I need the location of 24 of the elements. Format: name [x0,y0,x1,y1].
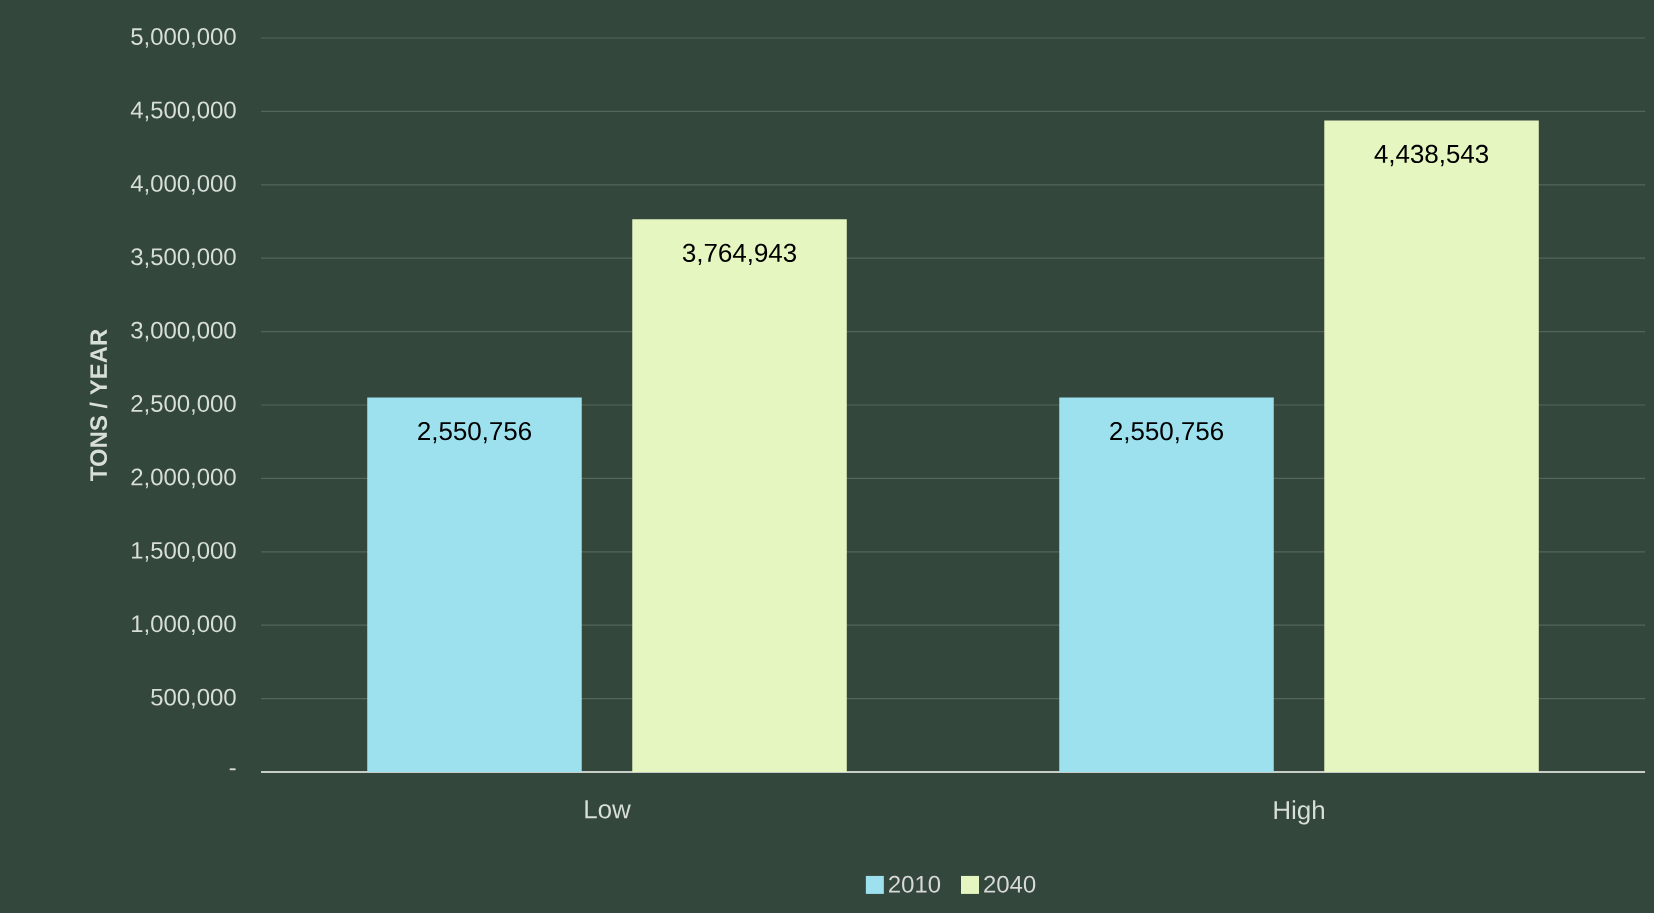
y-axis-title: TONS / YEAR [89,329,108,481]
data-label: 2,550,756 [418,421,531,444]
y-tick-label: 3,000,000 [131,321,236,342]
data-label: 2,550,756 [1110,421,1223,444]
bar [1324,120,1539,772]
y-tick-label: 500,000 [151,688,236,709]
bar [1059,397,1274,772]
bar [367,397,582,772]
bar [632,219,847,772]
y-tick-label: 4,000,000 [130,174,236,195]
y-tick-label: 1,500,000 [132,541,236,562]
data-label: 3,764,943 [682,243,797,266]
y-tick-label: - [229,768,236,771]
y-tick-label: 2,500,000 [131,395,236,415]
legend-label: 2010 [889,875,941,893]
legend-label: 2040 [984,875,1036,893]
x-tick-label: Low [585,800,631,819]
y-tick-label: 1,000,000 [132,615,236,636]
y-tick-label: 5,000,000 [131,28,236,48]
y-tick-label: 2,000,000 [131,468,236,489]
x-tick-label: High [1274,800,1324,825]
y-tick-label: 3,500,000 [131,248,236,269]
y-tick-label: 4,500,000 [130,101,236,122]
data-label: 4,438,543 [1374,144,1489,167]
